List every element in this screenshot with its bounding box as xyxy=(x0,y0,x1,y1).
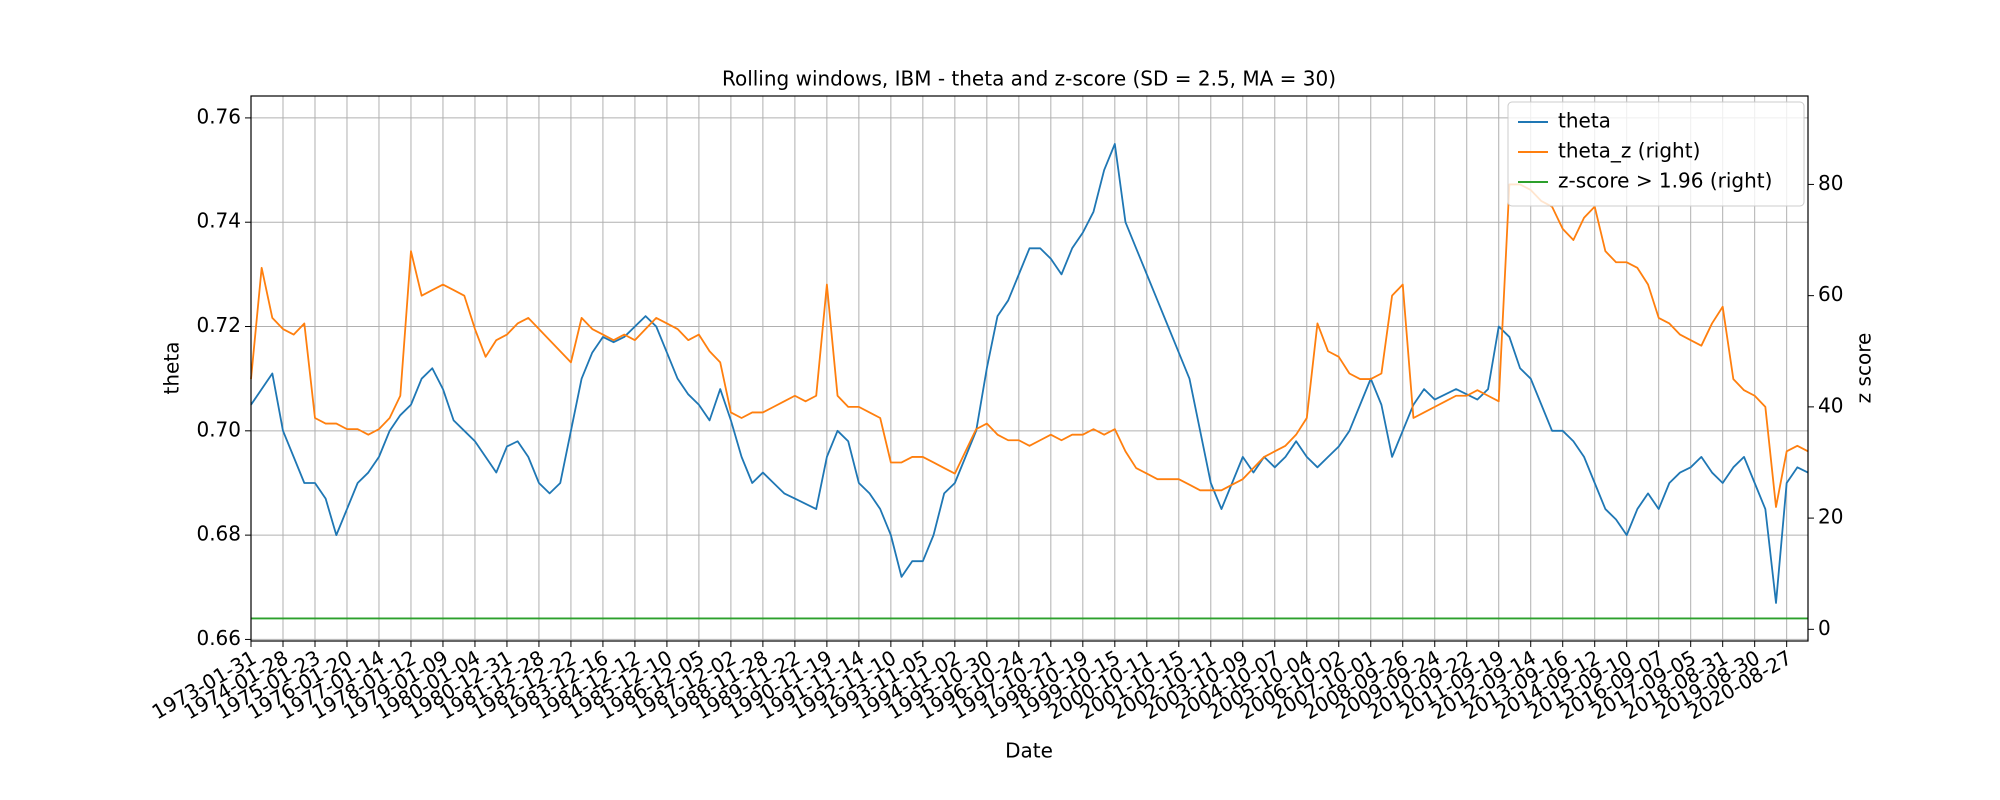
y-tick-label: 0.72 xyxy=(196,313,241,337)
y2-tick-label: 0 xyxy=(1818,616,1831,640)
y2-tick-label: 80 xyxy=(1818,171,1843,195)
legend-box xyxy=(1507,101,1805,207)
legend: theta theta_z (right) z-score > 1.96 (righ… xyxy=(1507,101,1805,207)
y-tick-label: 0.70 xyxy=(196,417,241,441)
series-line xyxy=(250,143,1809,604)
legend-label: theta_z (right) xyxy=(1558,139,1700,163)
axes: 0.660.680.700.720.740.760204060801973-01… xyxy=(148,104,1844,724)
y2-tick-label: 40 xyxy=(1818,393,1843,417)
y-tick-label: 0.66 xyxy=(196,626,241,650)
y-tick-label: 0.76 xyxy=(196,104,241,128)
chart-title: Rolling windows, IBM - theta and z-score… xyxy=(722,67,1336,91)
grid xyxy=(250,96,1808,641)
y-axis-label: theta xyxy=(160,342,184,395)
legend-label: theta xyxy=(1558,109,1611,133)
y2-tick-label: 20 xyxy=(1818,505,1843,529)
y2-tick-label: 60 xyxy=(1818,282,1843,306)
y-tick-label: 0.68 xyxy=(196,522,241,546)
y-tick-label: 0.74 xyxy=(196,209,241,233)
axes-frame xyxy=(250,95,1809,642)
y2-axis-label: z score xyxy=(1852,333,1876,404)
x-axis-label: Date xyxy=(1005,739,1053,763)
legend-label: z-score > 1.96 (right) xyxy=(1558,169,1772,193)
